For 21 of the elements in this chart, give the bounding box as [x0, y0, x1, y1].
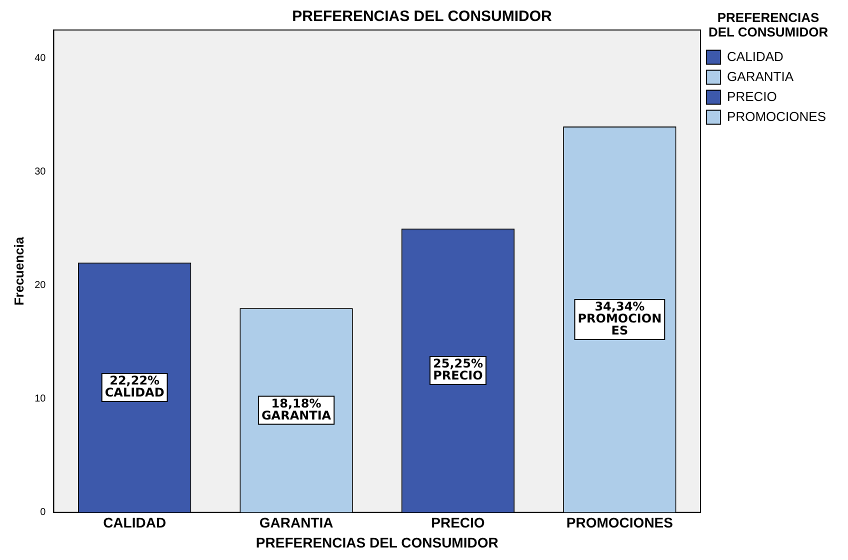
x-tick-label: CALIDAD: [103, 514, 166, 531]
y-tick-label: 0: [40, 507, 46, 518]
legend-title: PREFERENCIAS DEL CONSUMIDOR: [708, 10, 829, 40]
y-tick-label: 10: [34, 394, 46, 405]
annotation: 18,18% GARANTIA: [261, 396, 332, 422]
chart-title: PREFERENCIAS DEL CONSUMIDOR: [292, 8, 552, 26]
x-tick-label: PRECIO: [431, 514, 485, 531]
y-tick-label: 30: [34, 166, 46, 178]
y-axis-title: Frecuencia: [11, 236, 26, 306]
x-tick-label: GARANTIA: [259, 514, 334, 531]
annotation: 25,25% PRECIO: [432, 356, 483, 383]
y-tick-label: 40: [34, 53, 46, 64]
annotation: 34,34% PROMOCION ES: [578, 300, 662, 338]
legend-label: PRECIO: [727, 88, 777, 104]
legend-label: GARANTIA: [727, 68, 794, 84]
annotation: 22,22% CALIDAD: [104, 374, 164, 400]
x-tick-label: PROMOCIONES: [566, 514, 673, 531]
legend-label: PROMOCIONES: [727, 108, 826, 124]
y-tick-label: 20: [34, 280, 46, 292]
x-axis-title: PREFERENCIAS DEL CONSUMIDOR: [256, 534, 498, 550]
legend-label: CALIDAD: [727, 48, 784, 64]
